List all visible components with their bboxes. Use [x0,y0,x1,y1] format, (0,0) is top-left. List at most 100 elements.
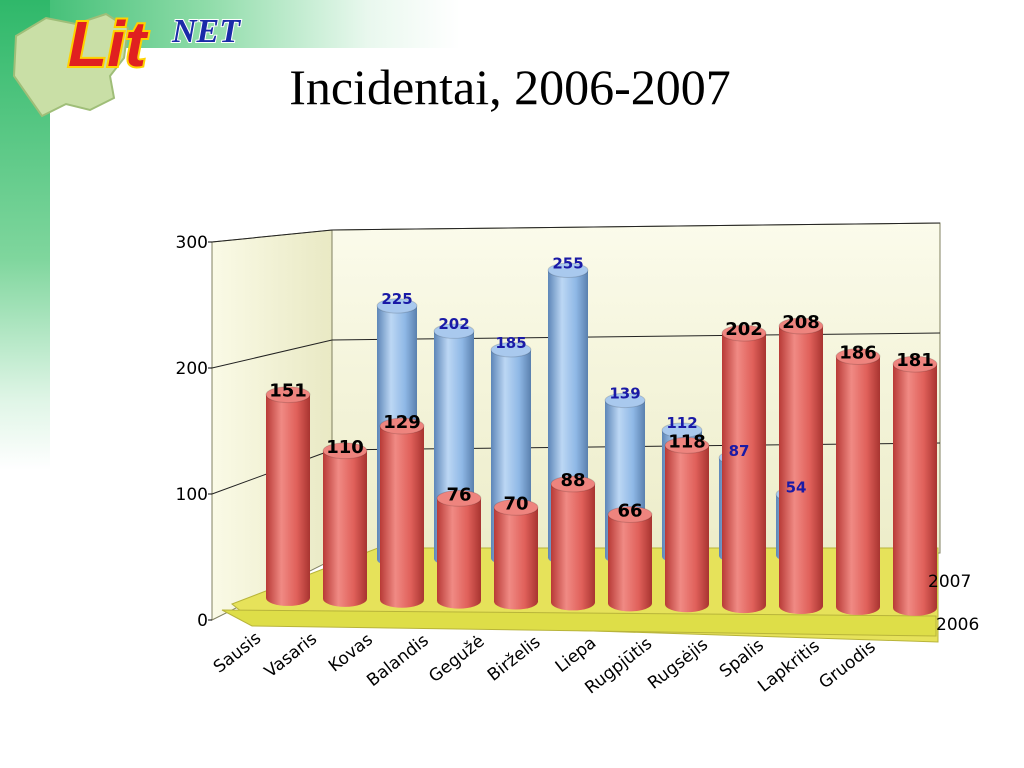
data-label-2006: 208 [782,312,820,333]
bar-2006-Lapkritis-top [835,348,881,365]
bar-2007-Vasaris-top [376,298,418,314]
bar-2006-Gegužė-body [494,507,538,602]
bar-2006-Birželis-base [551,594,595,611]
bar-2006-Rugsėjis-top [721,324,767,342]
bar-2006-Liepa-top [607,506,653,523]
data-label-2006: 202 [725,319,763,340]
bar-2006-Birželis-top [550,475,596,493]
bar-2006-Gruodis-top [892,355,938,373]
data-label-2007: 202 [438,315,469,333]
logo-lit-text: Lit [68,8,149,76]
y-tick-label: 100 [176,485,208,505]
bar-2006-Balandis-base [437,592,481,609]
bar-2006-Gegužė-top [493,498,539,516]
bar-2006-Rugsėjis-base [722,597,766,614]
series-label-2006: 2006 [936,615,979,635]
bar-2006-Liepa [607,506,653,612]
data-label-2006: 110 [326,437,364,458]
bar-2006-Lapkritis-base [836,599,880,615]
bar-2006-Birželis [550,475,596,611]
x-category-label: Gruodis [815,637,879,693]
logo-net-text: NET [171,13,241,50]
data-label-2007: 139 [609,384,640,402]
x-category-label: Lapkritis [754,636,824,696]
data-label-2006: 151 [269,381,307,402]
bar-2006-Sausis-base [266,590,310,606]
series-label-2007: 2007 [928,572,971,592]
x-category-label: Sausis [210,628,265,677]
bar-2006-Vasaris-base [323,590,367,607]
bar-2006-Lapkritis-body [836,356,880,607]
data-label-2007: 255 [552,254,583,272]
bar-2006-Balandis [436,489,482,609]
x-category-label: Gegužė [425,631,488,687]
data-label-2006: 76 [446,484,471,505]
bar-2006-Rugpjūtis-base [665,596,709,613]
x-category-label: Birželis [484,632,545,685]
bar-2006-Gegužė [493,498,539,610]
data-label-2007: 54 [786,478,807,496]
bar-2007-Gegužė-top [547,262,589,278]
page-title-text: Incidentai, 2006-2007 [289,59,731,115]
x-category-label: Liepa [552,633,600,677]
bar-2006-Kovas-base [380,591,424,608]
y-tick-label: 300 [176,233,208,253]
bar-2006-Lapkritis [835,348,881,615]
bar-2006-Gruodis-base [893,599,937,616]
bar-2006-Vasaris [322,442,368,607]
y-tick-label: 200 [176,359,208,379]
bar-2006-Rugpjūtis [664,436,710,613]
bar-2006-Rugsėjis-body [722,333,766,606]
chart-bars [265,262,938,616]
bar-2006-Vasaris-body [323,450,367,599]
data-label-2006: 186 [839,343,877,364]
bar-2006-Rugpjūtis-top [664,436,710,454]
bar-2006-Kovas-body [380,426,424,600]
data-label-2006: 129 [383,412,421,433]
page-title: Incidentai, 2006-2007 [0,58,1024,116]
bar-2006-Gruodis [892,355,938,616]
bar-2006-Kovas-top [379,417,425,435]
gridline-side [211,229,333,243]
bar-2006-Gruodis-body [893,364,937,608]
bar-2006-Kovas [379,417,425,608]
data-label-2007: 225 [381,290,412,308]
bar-2006-Birželis-body [551,483,595,603]
floor-band-2006 [221,609,937,637]
data-label-2006: 66 [617,501,642,522]
x-category-label: Vasaris [261,629,321,682]
bar-2006-Spalis-base [779,598,823,615]
data-label-2006: 70 [503,493,528,514]
bar-2006-Sausis-top [265,386,311,404]
bar-2006-Balandis-body [437,498,481,601]
bar-2006-Spalis [778,317,824,615]
bar-2006-Liepa-base [608,595,652,612]
bar-2007-Balandis-top [490,342,532,358]
bar-2006-Sausis [265,386,311,606]
gridline-side [211,339,333,369]
bar-2007-Liepa-top [661,422,703,438]
bar-2006-Gegužė-base [494,593,538,610]
data-label-2006: 118 [668,431,706,452]
data-label-2007: 112 [666,414,697,432]
data-label-2006: 88 [560,470,585,491]
gridline-back [331,222,941,231]
bar-2006-Spalis-top [778,317,824,335]
data-label-2007: 87 [729,442,750,460]
gridline-back [331,332,941,341]
bar-2006-Balandis-top [436,489,482,507]
x-category-label: Balandis [363,630,432,690]
map-silhouette-icon [12,12,130,118]
x-category-label: Rugsėjis [644,634,712,693]
bar-2006-Sausis-body [266,394,310,598]
data-label-2006: 181 [896,350,934,371]
bar-2006-Spalis-body [779,325,823,607]
y-tick-label: 0 [197,611,208,631]
bar-2006-Rugsėjis [721,324,767,614]
bar-2007-Birželis-top [604,392,646,409]
litnet-logo: Lit NET [66,6,242,76]
bar-2006-Rugpjūtis-body [665,445,709,605]
bar-2006-Vasaris-top [322,442,368,460]
data-label-2007: 185 [495,334,526,352]
